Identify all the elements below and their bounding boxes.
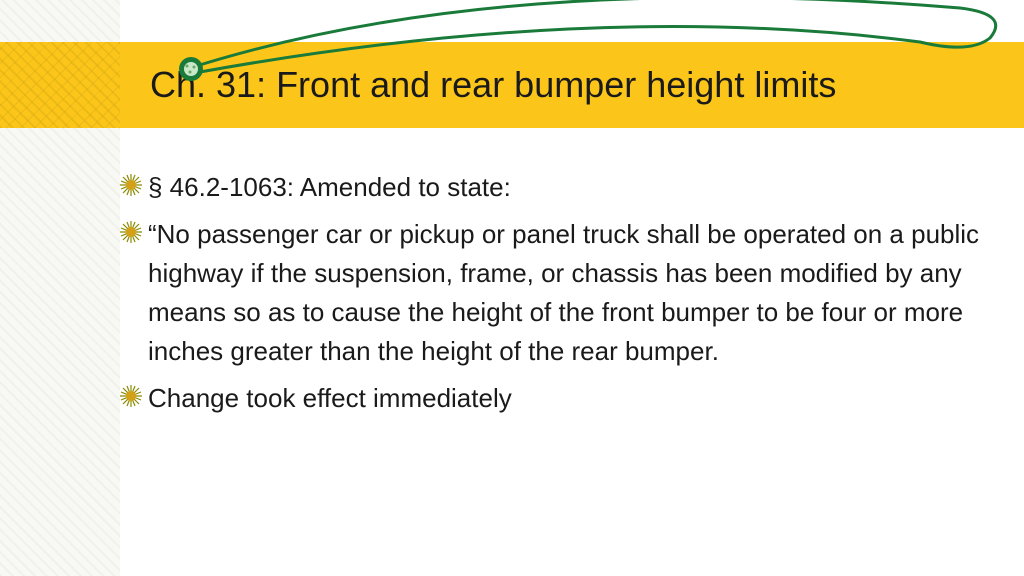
bullet-text: Change took effect immediately — [148, 379, 512, 418]
bullet-text: “No passenger car or pickup or panel tru… — [148, 215, 1000, 371]
bullet-icon — [120, 174, 142, 196]
list-item: Change took effect immediately — [120, 379, 1000, 418]
bullet-text: § 46.2-1063: Amended to state: — [148, 168, 511, 207]
swoosh-decoration — [0, 0, 1024, 60]
bullet-icon — [120, 385, 142, 407]
dot-accent-icon — [178, 56, 204, 82]
list-item: § 46.2-1063: Amended to state: — [120, 168, 1000, 207]
content-area: § 46.2-1063: Amended to state: “No passe… — [120, 168, 1000, 426]
bullet-icon — [120, 221, 142, 243]
list-item: “No passenger car or pickup or panel tru… — [120, 215, 1000, 371]
